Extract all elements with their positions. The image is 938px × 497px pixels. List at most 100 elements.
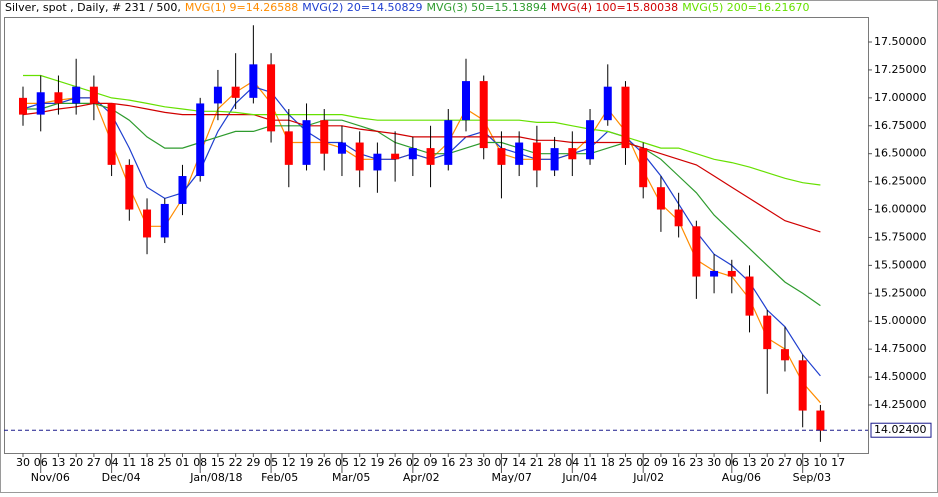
x-tick-label: 13 — [743, 456, 757, 469]
candle-body — [373, 153, 382, 171]
y-tick-label: 14.50000 — [874, 370, 927, 383]
x-tick-label: 11 — [583, 456, 597, 469]
y-tick-label: 16.75000 — [874, 119, 927, 132]
candle-body — [515, 142, 524, 165]
candle-body — [89, 86, 98, 104]
candle-body — [780, 349, 789, 361]
y-tick-label: 16.25000 — [874, 175, 927, 188]
x-tick-label: 25 — [618, 456, 632, 469]
candle-body — [586, 120, 595, 160]
x-tick-label: 13 — [51, 456, 65, 469]
candle-body — [391, 153, 400, 160]
x-tick-label: 12 — [353, 456, 367, 469]
candle-body — [568, 148, 577, 160]
candle-body — [355, 142, 364, 171]
x-tick-label: 26 — [317, 456, 331, 469]
candle-body — [302, 120, 311, 165]
x-tick-label: 30 — [707, 456, 721, 469]
month-label: Nov/06 — [31, 471, 70, 484]
plot-frame — [4, 17, 869, 454]
y-tick-label: 15.75000 — [874, 230, 927, 243]
candle-body — [337, 142, 346, 154]
x-tick-label: 19 — [300, 456, 314, 469]
candle-body — [408, 148, 417, 160]
candle-body — [107, 103, 116, 165]
chart-title: Silver, spot , Daily, # 231 / 500, — [5, 1, 181, 14]
y-tick-label: 14.25000 — [874, 398, 927, 411]
legend-entry: MVG(1) 9=14.26588 — [185, 1, 298, 14]
x-tick-label: 29 — [246, 456, 260, 469]
x-tick-label: 15 — [211, 456, 225, 469]
legend-entry: MVG(2) 20=14.50829 — [302, 1, 422, 14]
candle-body — [426, 148, 435, 165]
y-tick-label: 17.00000 — [874, 91, 927, 104]
x-tick-label: 19 — [370, 456, 384, 469]
y-tick-label: 16.00000 — [874, 203, 927, 216]
x-tick-label: 09 — [654, 456, 668, 469]
x-tick-label: 12 — [282, 456, 296, 469]
month-label: Sep/03 — [793, 471, 831, 484]
candle-body — [462, 81, 470, 121]
y-tick-label: 17.50000 — [874, 35, 927, 48]
x-tick-label: 23 — [459, 456, 473, 469]
candle-body — [36, 92, 45, 115]
candle-body — [745, 276, 754, 316]
month-label: Apr/02 — [403, 471, 440, 484]
candle-body — [727, 270, 736, 277]
candle-body — [178, 176, 187, 204]
legend-entry: MVG(3) 50=15.13894 — [427, 1, 547, 14]
x-tick-label: 11 — [122, 456, 136, 469]
x-tick-label: 25 — [158, 456, 172, 469]
y-tick-label: 16.50000 — [874, 147, 927, 160]
x-tick-label: 14 — [512, 456, 526, 469]
x-tick-label: 27 — [778, 456, 792, 469]
candle-body — [72, 86, 81, 104]
x-tick-label: 18 — [140, 456, 154, 469]
candle-body — [196, 103, 205, 177]
month-label: Dec/04 — [102, 471, 141, 484]
candle-body — [621, 86, 630, 149]
candle-body — [674, 209, 683, 227]
candle-body — [143, 209, 152, 238]
x-tick-label: 30 — [477, 456, 491, 469]
candle-body — [444, 120, 453, 165]
candle-body — [798, 360, 807, 411]
moving-average-line — [23, 102, 821, 307]
x-tick-label: 26 — [388, 456, 402, 469]
x-tick-label: 23 — [689, 456, 703, 469]
x-tick-label: 22 — [229, 456, 243, 469]
candle-body — [267, 64, 276, 132]
candle-body — [213, 86, 222, 104]
last-value-box — [870, 422, 932, 438]
month-label: Aug/06 — [722, 471, 761, 484]
y-tick-label: 17.25000 — [874, 63, 927, 76]
candle-body — [160, 203, 169, 238]
x-tick-label: 10 — [813, 456, 827, 469]
candle-body — [603, 86, 612, 121]
y-tick-label: 15.50000 — [874, 258, 927, 271]
x-tick-label: 09 — [424, 456, 438, 469]
month-label: Jan/08/18 — [189, 471, 242, 484]
legend-entry: MVG(5) 200=16.21670 — [682, 1, 809, 14]
candle-body — [710, 270, 719, 277]
candle-body — [763, 315, 772, 350]
x-tick-label: 27 — [87, 456, 101, 469]
x-tick-label: 28 — [548, 456, 562, 469]
x-tick-label: 30 — [16, 456, 30, 469]
candle-body — [54, 92, 63, 104]
y-tick-label: 15.25000 — [874, 286, 927, 299]
month-label: Jul/02 — [632, 471, 664, 484]
moving-average-line — [22, 102, 821, 233]
x-tick-label: 17 — [831, 456, 845, 469]
moving-average-line — [23, 74, 821, 186]
candle-body — [125, 164, 134, 210]
candle-body — [479, 81, 488, 149]
x-tick-label: 20 — [69, 456, 83, 469]
candle-body — [231, 86, 240, 98]
month-label: Feb/05 — [261, 471, 298, 484]
candle-body — [550, 148, 559, 171]
month-label: May/07 — [491, 471, 531, 484]
candle-body — [320, 120, 329, 154]
candle-body — [497, 148, 506, 165]
